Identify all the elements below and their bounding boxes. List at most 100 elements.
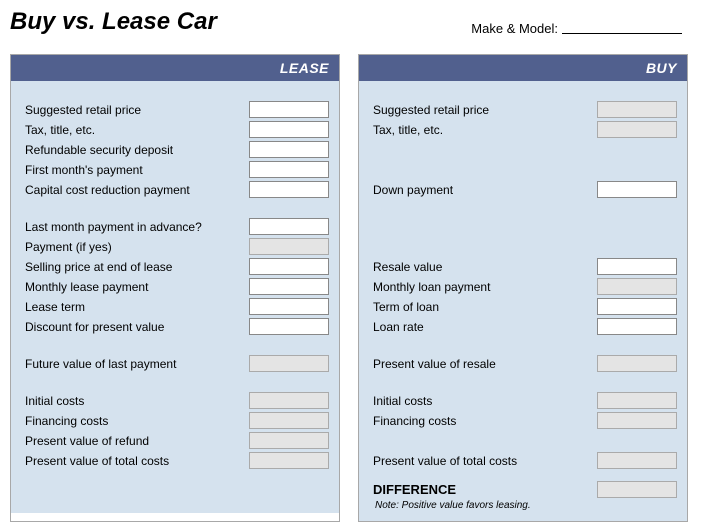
buy-calc — [597, 121, 677, 138]
table-row: Lease term — [25, 297, 329, 316]
table-row: Refundable security deposit — [25, 140, 329, 159]
lease-label: Suggested retail price — [25, 103, 249, 117]
lease-label: Refundable security deposit — [25, 143, 249, 157]
lease-label: Present value of refund — [25, 434, 249, 448]
table-row: Capital cost reduction payment — [25, 180, 329, 199]
lease-label: Discount for present value — [25, 320, 249, 334]
lease-label: Tax, title, etc. — [25, 123, 249, 137]
table-row: Monthly lease payment — [25, 277, 329, 296]
buy-input[interactable] — [597, 318, 677, 335]
buy-label: Tax, title, etc. — [373, 123, 597, 137]
buy-label: Loan rate — [373, 320, 597, 334]
difference-label: DIFFERENCE — [373, 482, 597, 497]
lease-label: Future value of last payment — [25, 357, 249, 371]
table-row: Discount for present value — [25, 317, 329, 336]
table-row: Suggested retail price — [25, 100, 329, 119]
table-row — [373, 217, 677, 236]
lease-input[interactable] — [249, 141, 329, 158]
make-model-input[interactable] — [562, 33, 682, 34]
lease-label: Financing costs — [25, 414, 249, 428]
table-row: Loan rate — [373, 317, 677, 336]
lease-calc — [249, 432, 329, 449]
table-row: Financing costs — [25, 411, 329, 430]
lease-label: Monthly lease payment — [25, 280, 249, 294]
lease-header: LEASE — [11, 55, 339, 81]
buy-body: Suggested retail price Tax, title, etc. … — [359, 81, 687, 521]
lease-calc — [249, 355, 329, 372]
lease-label: Last month payment in advance? — [25, 220, 249, 234]
table-row: First month's payment — [25, 160, 329, 179]
lease-input[interactable] — [249, 298, 329, 315]
buy-label: Suggested retail price — [373, 103, 597, 117]
table-row — [373, 140, 677, 159]
empty — [597, 218, 677, 235]
make-model-label: Make & Model: — [471, 21, 558, 36]
lease-input[interactable] — [249, 278, 329, 295]
table-row: Initial costs — [25, 391, 329, 410]
buy-header: BUY — [359, 55, 687, 81]
buy-label: Financing costs — [373, 414, 597, 428]
table-row: Term of loan — [373, 297, 677, 316]
buy-calc — [597, 278, 677, 295]
panels: LEASE Suggested retail price Tax, title,… — [10, 54, 692, 522]
lease-input[interactable] — [249, 101, 329, 118]
lease-label: Payment (if yes) — [25, 240, 249, 254]
lease-input[interactable] — [249, 181, 329, 198]
lease-body: Suggested retail price Tax, title, etc. … — [11, 81, 339, 513]
table-row: Resale value — [373, 257, 677, 276]
note-text: Note: Positive value favors leasing. — [375, 500, 677, 511]
buy-label: Present value of resale — [373, 357, 597, 371]
buy-input[interactable] — [597, 258, 677, 275]
table-row: Tax, title, etc. — [25, 120, 329, 139]
lease-calc — [249, 452, 329, 469]
empty — [597, 141, 677, 158]
table-row: Present value of refund — [25, 431, 329, 450]
table-row: Present value of total costs — [373, 451, 677, 470]
page-title: Buy vs. Lease Car — [10, 8, 471, 36]
empty — [597, 432, 677, 449]
lease-label: Lease term — [25, 300, 249, 314]
table-row: Tax, title, etc. — [373, 120, 677, 139]
table-row: Future value of last payment — [25, 354, 329, 373]
table-row: Payment (if yes) — [25, 237, 329, 256]
table-row: Present value of total costs — [25, 451, 329, 470]
buy-calc — [597, 392, 677, 409]
lease-input[interactable] — [249, 318, 329, 335]
make-model-area: Make & Model: — [471, 21, 692, 36]
table-row — [373, 237, 677, 256]
lease-label: Capital cost reduction payment — [25, 183, 249, 197]
table-row: Down payment — [373, 180, 677, 199]
table-row: Last month payment in advance? — [25, 217, 329, 236]
lease-input[interactable] — [249, 218, 329, 235]
table-row: Present value of resale — [373, 354, 677, 373]
lease-label: Selling price at end of lease — [25, 260, 249, 274]
buy-calc — [597, 355, 677, 372]
table-row — [373, 160, 677, 179]
lease-input[interactable] — [249, 121, 329, 138]
buy-calc — [597, 452, 677, 469]
lease-label: Initial costs — [25, 394, 249, 408]
buy-label: Monthly loan payment — [373, 280, 597, 294]
buy-input[interactable] — [597, 298, 677, 315]
lease-input[interactable] — [249, 161, 329, 178]
buy-calc — [597, 412, 677, 429]
table-row: Monthly loan payment — [373, 277, 677, 296]
difference-row: DIFFERENCE — [373, 480, 677, 499]
buy-label: Initial costs — [373, 394, 597, 408]
buy-label: Resale value — [373, 260, 597, 274]
lease-input[interactable] — [249, 258, 329, 275]
lease-label: First month's payment — [25, 163, 249, 177]
table-row: Initial costs — [373, 391, 677, 410]
table-row: Suggested retail price — [373, 100, 677, 119]
buy-input[interactable] — [597, 181, 677, 198]
header-row: Buy vs. Lease Car Make & Model: — [10, 8, 692, 36]
table-row — [373, 431, 677, 450]
empty — [597, 238, 677, 255]
buy-panel: BUY Suggested retail price Tax, title, e… — [358, 54, 688, 522]
empty — [597, 161, 677, 178]
lease-panel: LEASE Suggested retail price Tax, title,… — [10, 54, 340, 522]
page: Buy vs. Lease Car Make & Model: LEASE Su… — [0, 0, 702, 530]
lease-calc — [249, 392, 329, 409]
buy-label: Term of loan — [373, 300, 597, 314]
buy-label: Down payment — [373, 183, 597, 197]
